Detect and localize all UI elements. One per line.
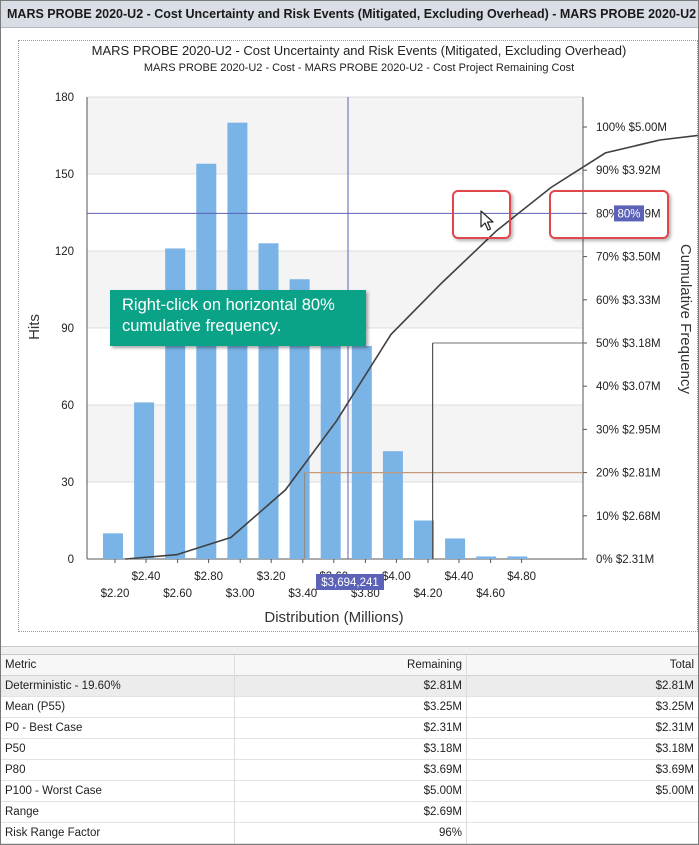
hits-tick-label: 60 [61, 400, 74, 412]
remaining-cell: $2.81M [235, 676, 467, 697]
cumulative-tick-label: 50% $3.18M [596, 338, 661, 350]
remaining-cell: 96% [235, 823, 467, 844]
remaining-cell: $2.69M [235, 802, 467, 823]
table-row[interactable]: P0 - Best Case $2.31M $2.31M [1, 718, 698, 739]
x-tick-label: $4.20 [414, 588, 443, 600]
hits-tick-label: 90 [61, 323, 74, 335]
x-tick-label: $3.40 [288, 588, 317, 600]
histogram-bar [414, 520, 434, 559]
metric-cell: P100 - Worst Case [1, 781, 235, 802]
total-cell: Total [669, 659, 694, 671]
table-row[interactable]: Mean (P55) $3.25M $3.25M [1, 697, 698, 718]
histogram-bar [351, 345, 372, 559]
metric-cell: Metric [1, 655, 235, 676]
chart-subtitle: MARS PROBE 2020-U2 - Cost - MARS PROBE 2… [144, 62, 574, 74]
chart-title: MARS PROBE 2020-U2 - Cost Uncertainty an… [92, 43, 627, 58]
cumulative-tick-label: 100% $5.00M [596, 122, 667, 134]
cumulative-tick-label: 60% $3.33M [596, 295, 661, 307]
metric-cell: P80 [1, 760, 235, 781]
table-row[interactable]: Range $2.69M [1, 802, 698, 823]
cumulative-tick-label: 10% $2.68M [596, 511, 661, 523]
plot-band [87, 97, 583, 174]
metric-cell: Risk Range Factor [1, 823, 235, 844]
histogram-bar [134, 402, 155, 559]
cumulative-tick-label: 40% $3.07M [596, 381, 661, 393]
remaining-cell: $3.69M [235, 760, 467, 781]
histogram-bar [445, 538, 466, 559]
remaining-cell: $2.31M [235, 718, 467, 739]
total-cell: $3.18M [655, 743, 694, 755]
histogram-bar [196, 163, 217, 559]
total-cell: $5.00M [655, 785, 694, 797]
crosshair-x-label: $3,694,241 [321, 577, 379, 589]
hits-tick-label: 150 [55, 169, 74, 181]
hits-tick-label: 180 [55, 92, 74, 104]
table-row[interactable]: Deterministic - 19.60% $2.81M $2.81M [1, 676, 698, 697]
chart-panel[interactable]: MARS PROBE 2020-U2 - Cost Uncertainty an… [1, 29, 698, 646]
total-cell: $2.81M [655, 680, 694, 692]
x-tick-label: $3.80 [351, 588, 380, 600]
cumulative-tick-label: 30% $2.95M [596, 424, 661, 436]
chart-frame [18, 40, 698, 632]
x-tick-label: $3.20 [257, 571, 286, 583]
table-row[interactable]: P100 - Worst Case $5.00M $5.00M [1, 781, 698, 802]
table-row[interactable]: Risk Range Factor 96% [1, 823, 698, 844]
highlight-box-axis-label [549, 190, 669, 239]
panel-splitter[interactable] [1, 646, 698, 655]
x-axis-title: Distribution (Millions) [264, 609, 403, 626]
x-tick-label: $4.60 [476, 588, 505, 600]
cumulative-axis-title: Cumulative Frequency [677, 244, 694, 395]
instruction-callout: Right-click on horizontal 80% cumulative… [110, 290, 366, 346]
cumulative-tick-label: 90% $3.92M [596, 165, 661, 177]
x-tick-label: $3.00 [226, 588, 255, 600]
metrics-table: Metric Remaining Total Deterministic - 19.6… [1, 655, 698, 845]
total-cell: $2.31M [655, 722, 694, 734]
x-tick-label: $2.20 [101, 588, 130, 600]
crosshair-y-label-bg [614, 205, 644, 222]
histogram-bar [320, 328, 341, 559]
table-row[interactable]: P50 $3.18M $3.18M [1, 739, 698, 760]
table-header[interactable]: Metric Remaining Total [1, 655, 698, 676]
cumulative-tick-label: 20% $2.81M [596, 468, 661, 480]
x-tick-label: $4.00 [382, 571, 411, 583]
total-cell: $3.69M [655, 764, 694, 776]
hits-tick-label: 120 [55, 246, 74, 258]
total-cell [467, 823, 698, 844]
x-tick-label: $4.80 [507, 571, 536, 583]
hits-tick-label: 30 [61, 477, 74, 489]
hits-axis-title: Hits [26, 314, 43, 340]
x-tick-label: $2.80 [194, 571, 223, 583]
histogram-bar [507, 556, 528, 559]
distribution-chart[interactable]: MARS PROBE 2020-U2 - Cost Uncertainty an… [1, 29, 698, 646]
metric-cell: P50 [1, 739, 235, 760]
mouse-pointer-icon [480, 210, 494, 231]
total-cell: $3.25M [655, 701, 694, 713]
crosshair-y-label: 80% [617, 208, 640, 220]
x-tick-label: $2.40 [132, 571, 161, 583]
cumulative-curve [125, 134, 698, 560]
histogram-bar [476, 556, 497, 559]
hits-tick-label: 0 [68, 554, 74, 566]
remaining-cell: $3.25M [235, 697, 467, 718]
window-title: MARS PROBE 2020-U2 - Cost Uncertainty an… [1, 1, 698, 28]
metric-cell: P0 - Best Case [1, 718, 235, 739]
highlight-box-crosshair [452, 190, 511, 239]
total-cell [467, 802, 698, 823]
histogram-bar [103, 533, 123, 559]
cumulative-tick-label: 70% $3.50M [596, 252, 661, 264]
x-tick-label: $2.60 [163, 588, 192, 600]
remaining-cell: $5.00M [235, 781, 467, 802]
metric-cell: Mean (P55) [1, 697, 235, 718]
remaining-cell: Remaining [235, 655, 467, 676]
cumulative-tick-label: 0% $2.31M [596, 554, 654, 566]
remaining-cell: $3.18M [235, 739, 467, 760]
table-row[interactable]: P80 $3.69M $3.69M [1, 760, 698, 781]
crosshair-x-label-bg [316, 574, 384, 590]
metric-cell: Deterministic - 19.60% [1, 676, 235, 697]
metric-cell: Range [1, 802, 235, 823]
histogram-bar [382, 451, 403, 559]
x-tick-label: $4.40 [445, 571, 474, 583]
